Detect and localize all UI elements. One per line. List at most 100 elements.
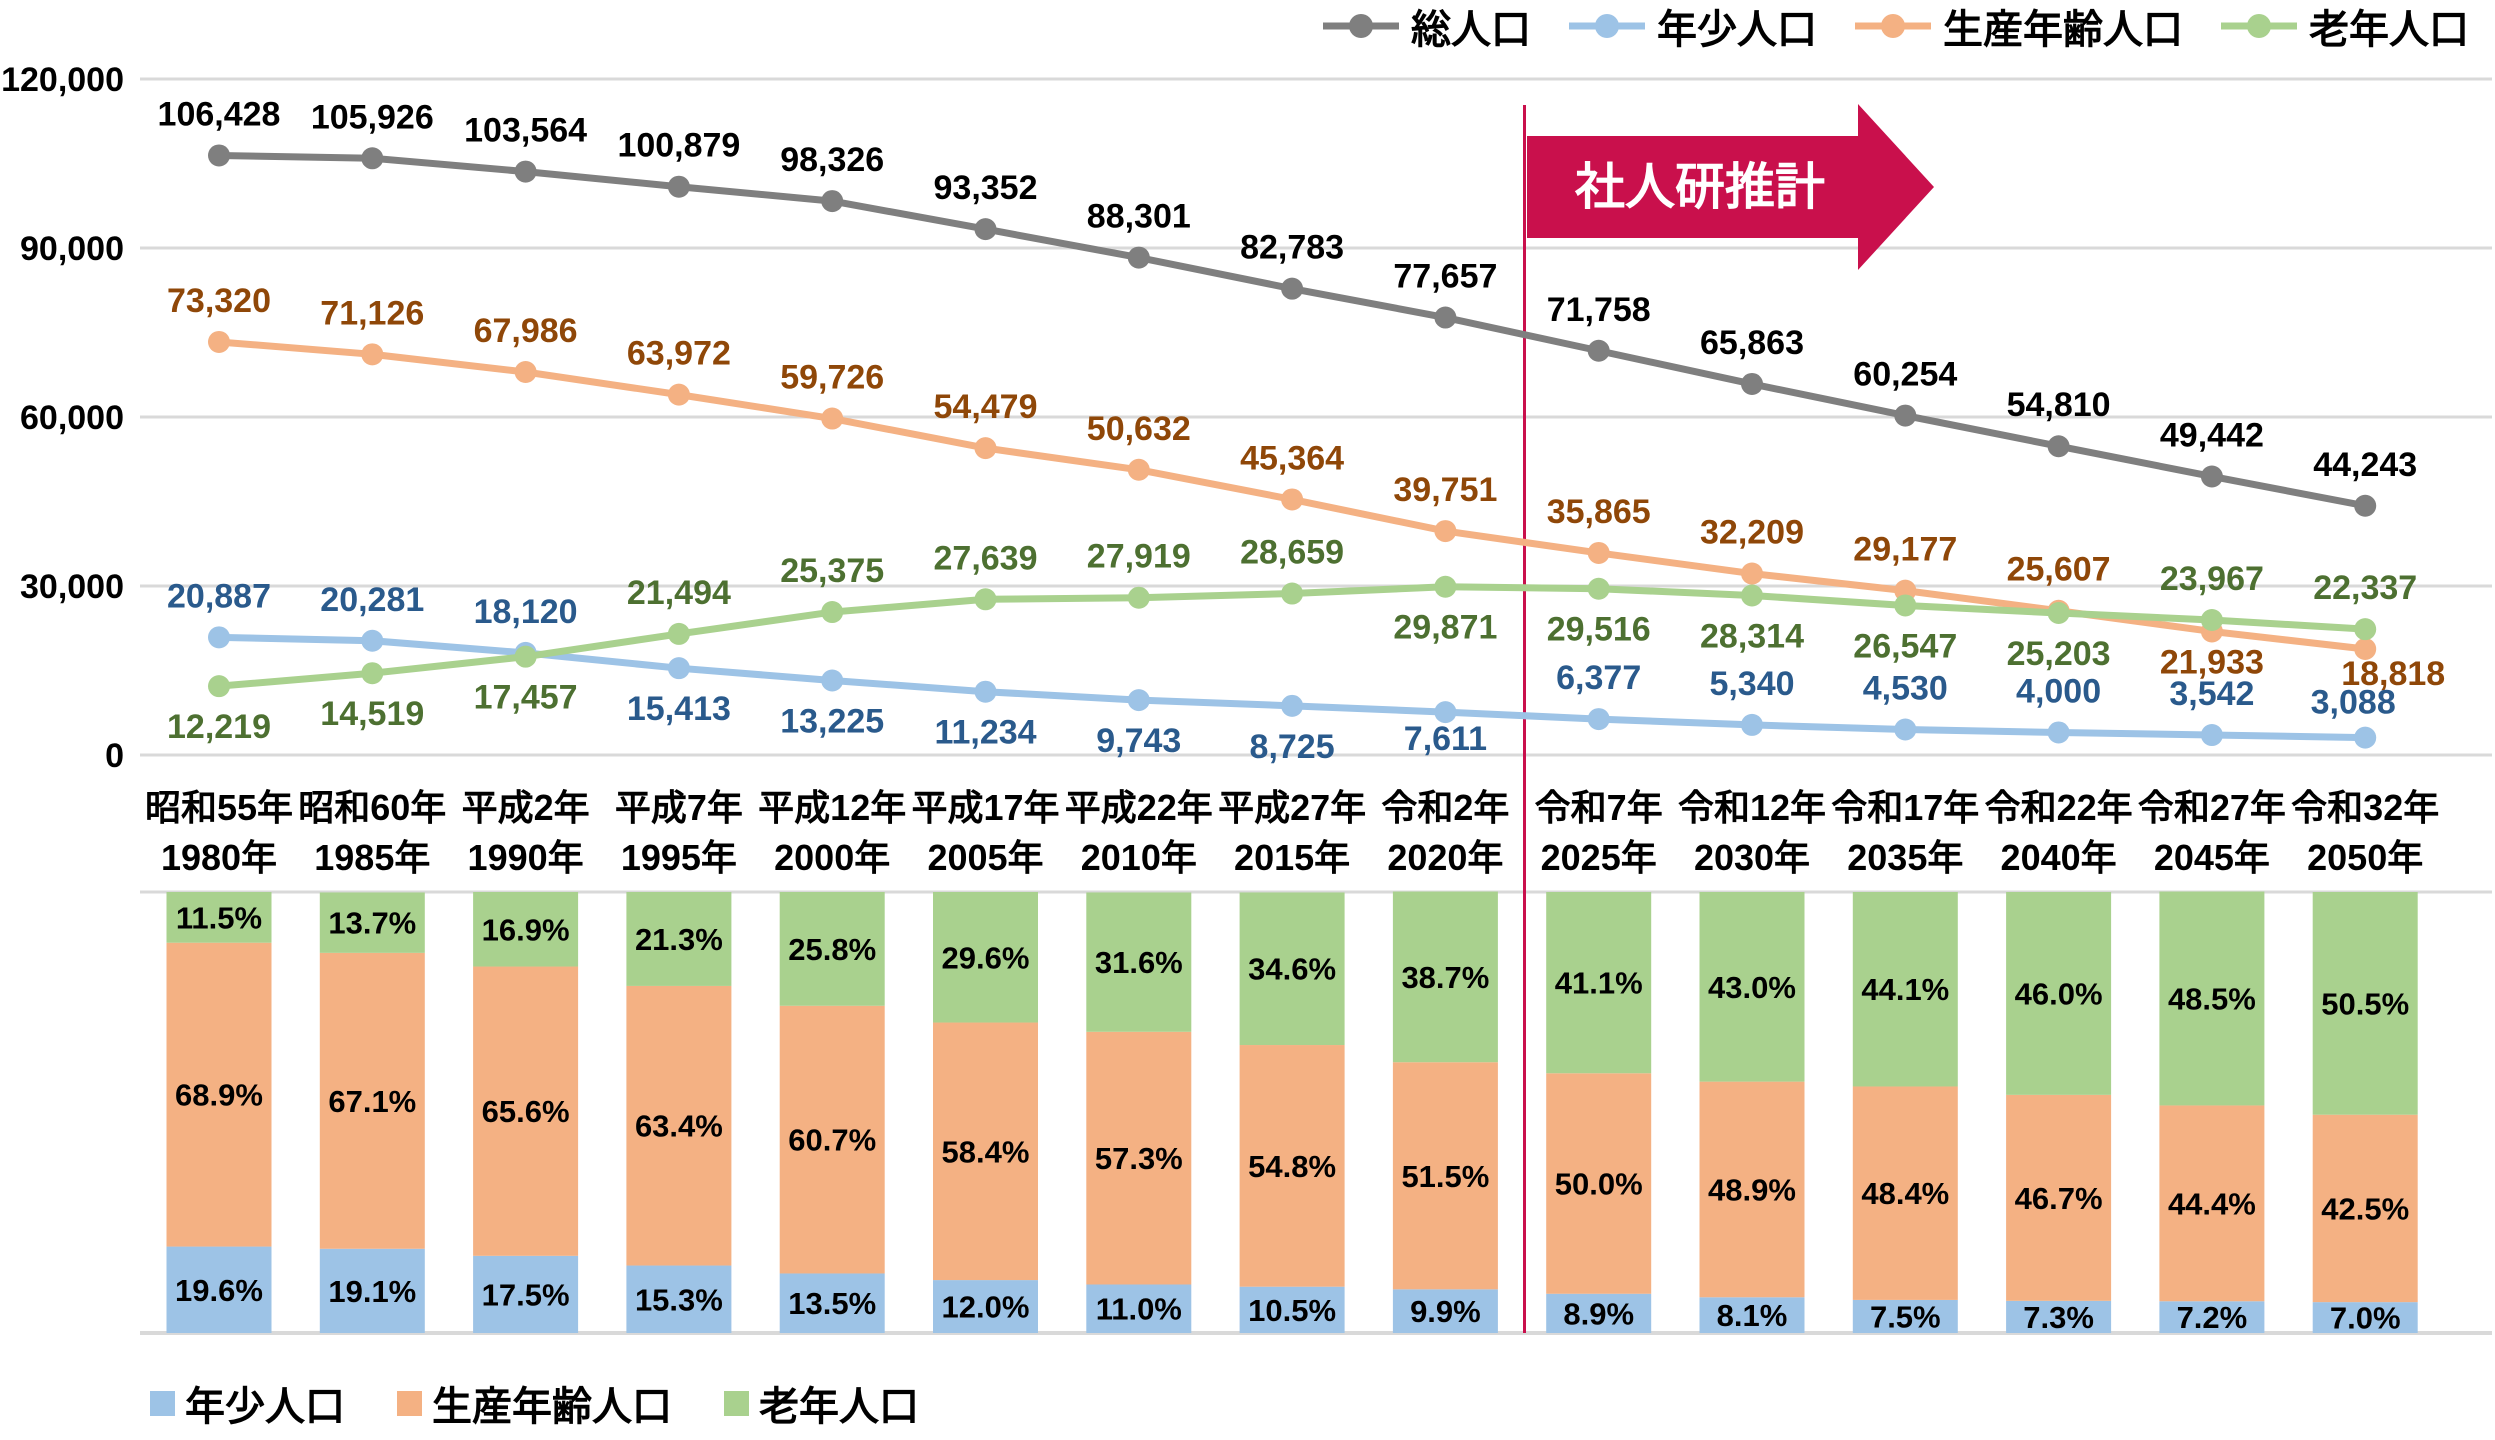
- bar-segment-elderly: [473, 892, 579, 967]
- data-label-total: 105,926: [311, 98, 434, 136]
- bar-segment-label-working: 63.4%: [635, 1109, 723, 1144]
- bar-segment-label-elderly: 43.0%: [1708, 970, 1796, 1005]
- marker-elderly: [514, 645, 537, 668]
- data-label-elderly: 22,337: [2313, 569, 2417, 607]
- data-label-young: 9,743: [1096, 722, 1181, 760]
- bar-segment-label-working: 58.4%: [942, 1134, 1030, 1169]
- swatch-dot: [1595, 14, 1619, 38]
- bar-segment-working: [626, 985, 732, 1266]
- x-axis-year-label: 2005年: [927, 837, 1043, 878]
- data-label-young: 20,887: [167, 577, 271, 615]
- marker-elderly: [1894, 594, 1917, 617]
- data-label-working: 21,933: [2160, 643, 2264, 681]
- data-label-working: 29,177: [1853, 531, 1957, 569]
- marker-young: [1741, 713, 1763, 736]
- bar-segment-label-young: 19.6%: [175, 1273, 263, 1308]
- bar-segment-label-elderly: 13.7%: [328, 906, 416, 941]
- bar-segment-label-elderly: 34.6%: [1248, 952, 1336, 987]
- legend-label-elderly: 老年人口: [2309, 8, 2469, 52]
- bar-segment-working: [779, 1005, 885, 1274]
- bar-segment-label-young: 7.2%: [2177, 1300, 2248, 1335]
- data-label-total: 54,810: [2007, 386, 2111, 424]
- bar-segment-label-elderly: 41.1%: [1555, 966, 1643, 1001]
- marker-working: [514, 361, 537, 384]
- bar-segment-label-working: 48.9%: [1708, 1172, 1796, 1207]
- marker-working: [361, 343, 384, 366]
- marker-elderly: [208, 675, 230, 698]
- bar-segment-working: [473, 966, 579, 1256]
- bar-segment-working: [1239, 1045, 1345, 1287]
- legend-label-total: 総人口: [1411, 8, 1531, 52]
- bar-segment-working: [1086, 1031, 1192, 1285]
- marker-elderly: [974, 588, 997, 611]
- x-axis-era-label: 昭和55年: [145, 787, 293, 828]
- data-label-total: 60,254: [1853, 356, 1957, 394]
- bar-segment-label-working: 44.4%: [2168, 1186, 2256, 1221]
- data-label-elderly: 25,375: [780, 552, 884, 590]
- marker-total: [2047, 435, 2070, 458]
- data-label-young: 18,120: [474, 593, 578, 631]
- data-label-total: 44,243: [2313, 446, 2417, 484]
- marker-working: [974, 437, 997, 460]
- marker-elderly: [1587, 577, 1610, 600]
- bar-segment-elderly: [2159, 891, 2265, 1106]
- bar-segment-young: [1392, 1289, 1498, 1333]
- marker-young: [2047, 721, 2070, 744]
- bar-segment-elderly: [319, 892, 425, 953]
- y-axis-tick-label: 60,000: [20, 399, 124, 437]
- x-axis-year-label: 2035年: [1847, 837, 1963, 878]
- data-label-working: 25,607: [2007, 551, 2111, 589]
- bar-segment-young: [166, 1246, 272, 1333]
- data-label-young: 4,530: [1863, 669, 1948, 707]
- data-label-young: 11,234: [934, 714, 1036, 752]
- x-axis-era-label: 令和12年: [1678, 787, 1826, 828]
- x-axis-year-label: 2020年: [1387, 837, 1503, 878]
- bar-chart-legend: 年少人口 生産年齢人口 老年人口: [150, 1374, 919, 1432]
- bar-segment-label-working: 42.5%: [2321, 1191, 2409, 1226]
- marker-young: [1894, 718, 1917, 741]
- bar-segment-label-working: 68.9%: [175, 1078, 263, 1113]
- bar-segment-label-elderly: 25.8%: [788, 932, 876, 967]
- marker-young: [974, 680, 997, 703]
- bar-segment-young: [1239, 1286, 1345, 1333]
- data-label-elderly: 12,219: [167, 708, 271, 746]
- data-label-young: 13,225: [780, 702, 884, 740]
- data-label-elderly: 28,659: [1240, 534, 1344, 572]
- bar-segment-label-young: 7.0%: [2330, 1301, 2401, 1336]
- bar-segment-young: [933, 1280, 1038, 1333]
- bar-segment-label-young: 10.5%: [1248, 1293, 1336, 1328]
- data-label-elderly: 29,871: [1393, 609, 1497, 647]
- bar-segment-working: [1699, 1081, 1805, 1298]
- data-label-working: 35,865: [1547, 493, 1651, 531]
- x-axis-era-label: 昭和60年: [298, 787, 446, 828]
- data-label-working: 63,972: [627, 335, 731, 373]
- marker-elderly: [1741, 584, 1763, 607]
- bar-segment-elderly: [779, 892, 885, 1006]
- data-label-working: 73,320: [167, 282, 271, 320]
- data-label-total: 65,863: [1700, 324, 1804, 362]
- x-axis-era-label: 平成17年: [911, 787, 1059, 828]
- marker-working: [1741, 562, 1763, 585]
- data-label-young: 8,725: [1250, 728, 1335, 766]
- x-axis-era-label: 平成12年: [758, 787, 906, 828]
- data-label-young: 7,611: [1404, 720, 1487, 758]
- bar-segment-working: [2312, 1114, 2418, 1303]
- bar-segment-label-elderly: 46.0%: [2015, 976, 2103, 1011]
- bar-segment-label-young: 17.5%: [482, 1277, 570, 1312]
- bar-segment-label-young: 19.1%: [328, 1274, 416, 1309]
- data-label-elderly: 29,516: [1547, 611, 1651, 649]
- y-axis-tick-label: 30,000: [20, 568, 124, 606]
- bar-segment-label-elderly: 29.6%: [942, 940, 1030, 975]
- data-label-working: 45,364: [1240, 439, 1344, 477]
- marker-young: [1587, 708, 1610, 731]
- legend-label-young: 年少人口: [1657, 8, 1817, 52]
- marker-working: [667, 383, 690, 406]
- bar-segment-label-young: 13.5%: [788, 1286, 876, 1321]
- marker-total: [1434, 306, 1457, 329]
- data-label-elderly: 26,547: [1853, 627, 1957, 665]
- x-axis-era-label: 令和2年: [1381, 787, 1509, 828]
- bar-segment-young: [779, 1273, 885, 1333]
- legend-label-working: 生産年齢人口: [432, 1385, 672, 1429]
- bar-segment-label-elderly: 21.3%: [635, 922, 723, 957]
- x-axis-era-label: 平成27年: [1218, 787, 1366, 828]
